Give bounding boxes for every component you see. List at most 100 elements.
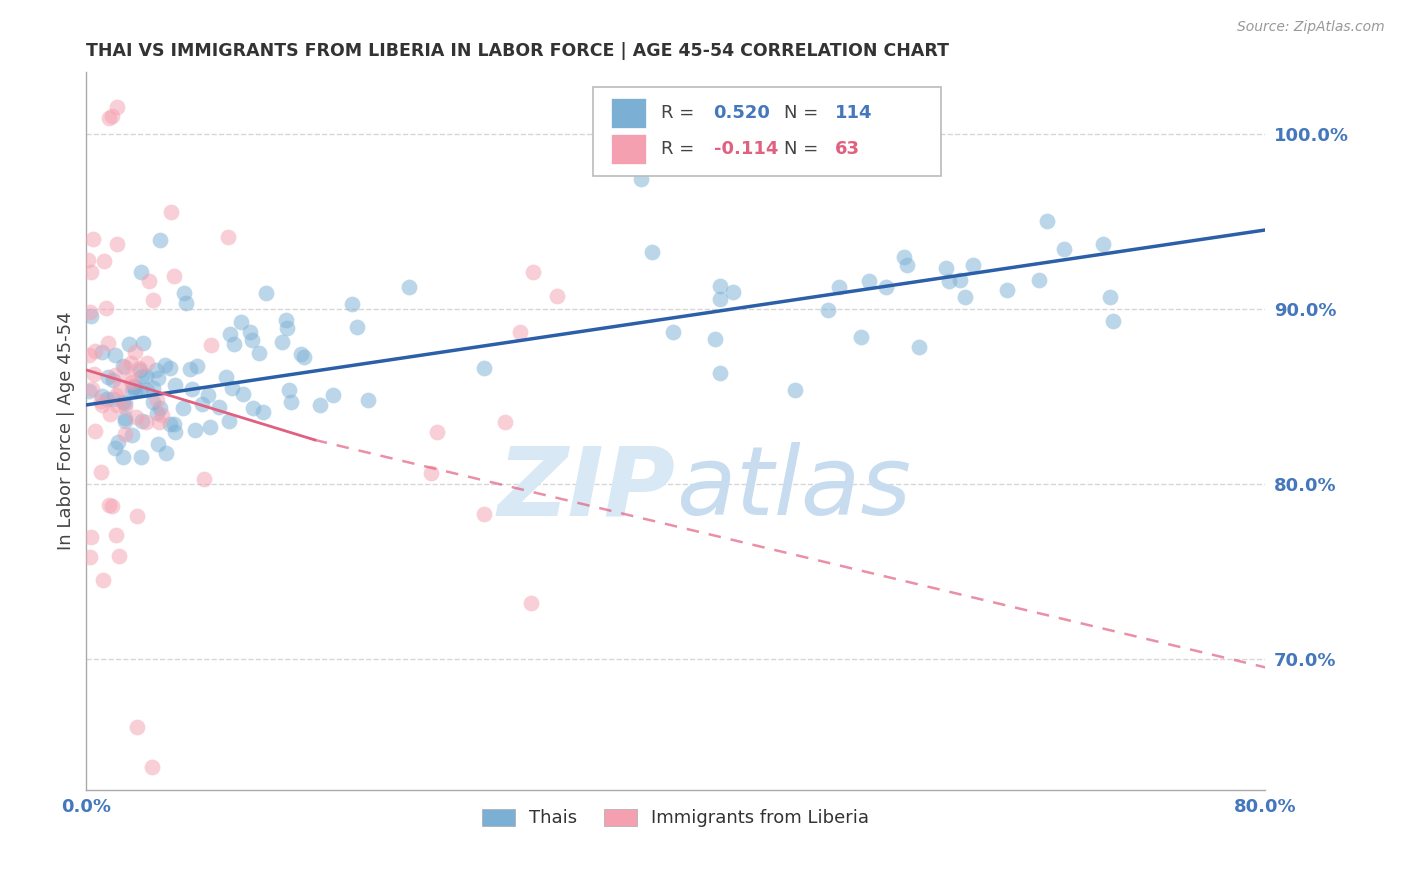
Point <box>817 302 839 317</box>
Point <box>114 359 136 374</box>
Point <box>1098 290 1121 304</box>
Point <box>114 400 136 414</box>
Point <box>93 254 115 268</box>
Point <box>173 286 195 301</box>
Point <box>129 265 152 279</box>
Point <box>124 384 146 398</box>
Point <box>120 356 142 370</box>
Point <box>142 293 165 307</box>
Point <box>159 417 181 431</box>
Point <box>217 230 239 244</box>
Point <box>474 508 496 522</box>
Point <box>546 289 568 303</box>
FancyBboxPatch shape <box>593 87 941 177</box>
Point <box>271 334 294 349</box>
Point <box>875 280 897 294</box>
Point <box>172 401 194 415</box>
Point <box>142 381 165 395</box>
Point <box>280 394 302 409</box>
Point <box>114 396 136 410</box>
Point <box>84 425 107 439</box>
Point <box>709 366 731 380</box>
Point <box>200 420 222 434</box>
Point <box>709 278 731 293</box>
Point <box>114 411 136 425</box>
Point <box>141 760 163 774</box>
Point <box>224 337 246 351</box>
Point <box>146 437 169 451</box>
Point <box>208 400 231 414</box>
Point <box>425 425 447 439</box>
Point <box>1092 236 1115 251</box>
Point <box>90 393 112 408</box>
Point <box>1053 242 1076 256</box>
Point <box>77 252 100 267</box>
Point <box>240 333 263 347</box>
Point <box>252 405 274 419</box>
Point <box>104 348 127 362</box>
Bar <box>612 98 647 128</box>
Point <box>97 335 120 350</box>
Point <box>357 393 380 408</box>
Point <box>184 423 207 437</box>
Point <box>122 380 145 394</box>
Point <box>522 265 544 279</box>
Point <box>101 499 124 513</box>
Point <box>135 415 157 429</box>
Point <box>193 472 215 486</box>
Point <box>112 395 135 409</box>
Point <box>146 371 169 385</box>
Point <box>148 233 170 247</box>
Point <box>340 296 363 310</box>
Point <box>91 345 114 359</box>
Point <box>219 326 242 341</box>
Point <box>132 336 155 351</box>
Bar <box>612 134 647 164</box>
Point <box>935 260 957 275</box>
Point <box>896 258 918 272</box>
Point <box>146 392 169 407</box>
Point <box>100 109 122 123</box>
Point <box>893 250 915 264</box>
Point <box>80 309 103 323</box>
Point <box>97 370 120 384</box>
Point <box>254 286 277 301</box>
Point <box>191 397 214 411</box>
Point <box>938 274 960 288</box>
Point <box>77 348 100 362</box>
Point <box>138 274 160 288</box>
Point <box>79 550 101 565</box>
Point <box>1036 213 1059 227</box>
Point <box>858 274 880 288</box>
Text: ZIP: ZIP <box>498 442 676 535</box>
Point <box>949 273 972 287</box>
Point <box>159 361 181 376</box>
Point <box>90 389 112 403</box>
Text: THAI VS IMMIGRANTS FROM LIBERIA IN LABOR FORCE | AGE 45-54 CORRELATION CHART: THAI VS IMMIGRANTS FROM LIBERIA IN LABOR… <box>86 42 949 60</box>
Point <box>121 428 143 442</box>
Text: 114: 114 <box>835 104 873 122</box>
Text: 0.520: 0.520 <box>714 104 770 122</box>
Point <box>104 368 127 383</box>
Point <box>181 382 204 396</box>
Point <box>142 395 165 409</box>
Point <box>509 326 531 340</box>
Point <box>278 384 301 398</box>
Point <box>153 358 176 372</box>
Point <box>630 172 652 186</box>
Point <box>131 414 153 428</box>
Point <box>218 414 240 428</box>
Point <box>121 383 143 397</box>
Point <box>247 346 270 360</box>
Point <box>955 290 977 304</box>
Point <box>274 312 297 326</box>
Point <box>101 392 124 406</box>
Point <box>420 467 443 481</box>
Point <box>125 720 148 734</box>
Point <box>149 401 172 416</box>
Point <box>995 283 1018 297</box>
Point <box>136 384 159 398</box>
Legend: Thais, Immigrants from Liberia: Thais, Immigrants from Liberia <box>475 801 877 835</box>
Point <box>849 329 872 343</box>
Point <box>112 359 135 373</box>
